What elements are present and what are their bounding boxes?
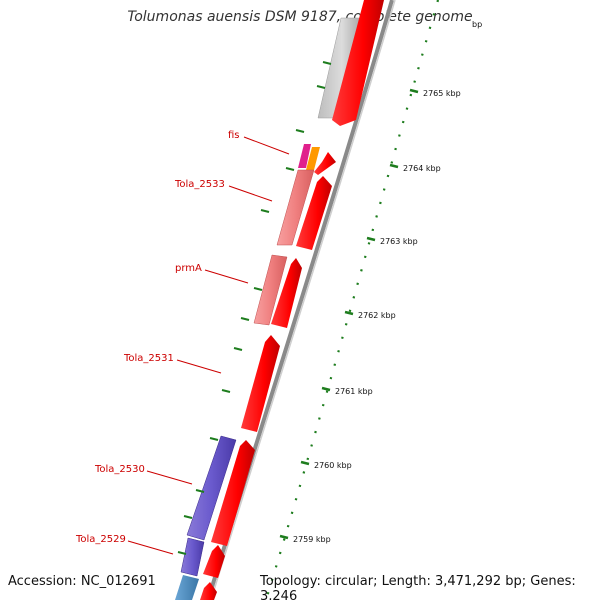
scale-tick-mark (300, 460, 310, 466)
gene-label-leader (127, 540, 174, 555)
scale-tick-mark (409, 88, 419, 94)
scale-tick-label: 2759 kbp (293, 535, 331, 544)
gene-label-leader (228, 185, 273, 202)
gene-block-blue (175, 575, 199, 600)
gene-block-fis-magenta (298, 144, 311, 168)
cds-arrow (296, 176, 332, 250)
scale-tick-label: 2761 kbp (335, 387, 373, 396)
scale-tick-mark (279, 534, 289, 540)
track-tick-mark (183, 515, 193, 519)
cds-arrow (203, 545, 225, 578)
gene-block-tola-2533 (276, 169, 315, 246)
cds-arrow (200, 582, 217, 600)
accession-text: Accession: NC_012691 (8, 574, 156, 589)
track-tick-mark (240, 317, 250, 321)
scale-tick-label: 2762 kbp (358, 311, 396, 320)
gene-label[interactable]: fis (228, 130, 240, 141)
scale-tick-label: 2763 kbp (380, 237, 418, 246)
gene-label[interactable]: Tola_2530 (94, 464, 145, 475)
track-tick-mark (260, 209, 270, 213)
scale-tick-label: 2765 kbp (423, 89, 461, 98)
gene-label[interactable]: prmA (175, 263, 202, 274)
cds-arrow (332, 0, 384, 126)
feature-track-ticks (177, 61, 332, 555)
scale-tick-mark (344, 310, 354, 316)
cds-arrow (211, 440, 255, 546)
scale-axis: 2765 kbp 2764 kbp 2763 kbp 2762 kbp 2761 kbp… (264, 0, 482, 600)
gene-labels: fis Tola_2533 prmA Tola_2531 Tola_2530 Tola_2… (75, 130, 290, 555)
scale-tick-mark (366, 236, 376, 242)
gene-label-leader (176, 359, 222, 374)
scale-tick-label: 2760 kbp (314, 461, 352, 470)
gene-label-leader (243, 136, 290, 155)
gene-block-fis-orange (306, 147, 320, 170)
track-tick-mark (285, 167, 295, 171)
track-tick-mark (177, 551, 187, 555)
gene-label[interactable]: Tola_2533 (174, 179, 225, 190)
cds-arrow (241, 335, 280, 432)
cds-arrow (271, 258, 302, 328)
track-tick-mark (253, 287, 263, 291)
gene-label-leader (204, 269, 249, 284)
gene-block-prma (253, 254, 288, 326)
track-tick-mark (233, 347, 243, 351)
track-tick-mark (195, 489, 205, 493)
gene-label[interactable]: Tola_2531 (123, 353, 174, 364)
scale-tick-mark (389, 163, 399, 169)
gene-label-leader (146, 470, 193, 485)
partial-tick-label: bp (472, 20, 482, 29)
genome-summary-text: Topology: circular; Length: 3,471,292 bp… (260, 574, 576, 600)
track-tick-mark (221, 389, 231, 393)
scale-tick-label: 2764 kbp (403, 164, 441, 173)
track-tick-mark (316, 85, 326, 89)
gene-block-tola-2530 (186, 435, 237, 541)
gene-block-tola-2529 (180, 537, 205, 577)
scale-ticks: 2765 kbp 2764 kbp 2763 kbp 2762 kbp 2761 kbp… (279, 88, 461, 544)
track-tick-mark (322, 61, 332, 65)
gene-label[interactable]: Tola_2529 (75, 534, 126, 545)
track-tick-mark (209, 437, 219, 441)
track-tick-mark (295, 129, 305, 133)
cds-track (200, 0, 384, 600)
cds-arrow (314, 152, 336, 175)
scale-tick-mark (321, 386, 331, 392)
